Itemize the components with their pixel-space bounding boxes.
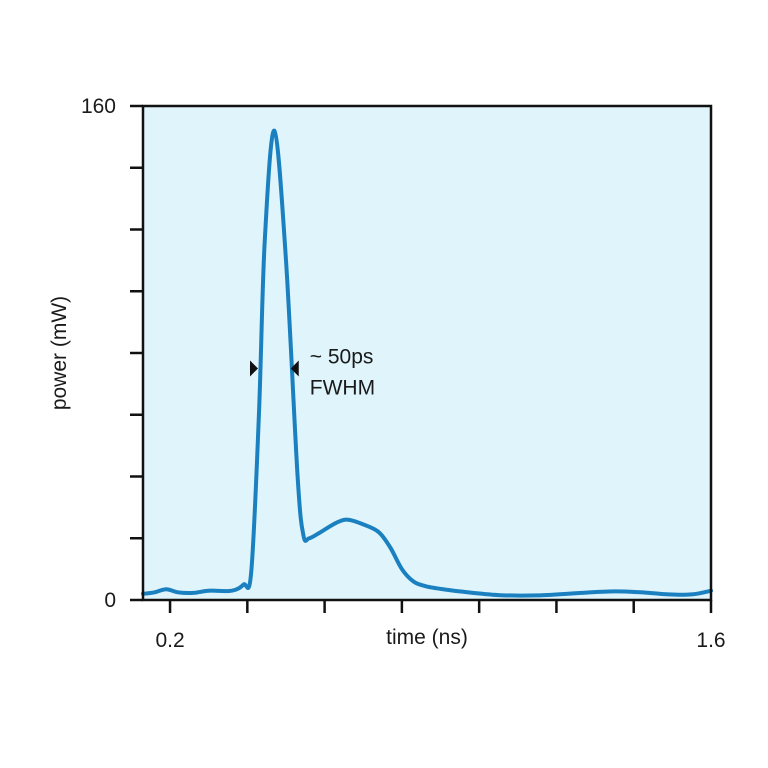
y-axis-ticks: 0 160: [81, 95, 143, 612]
plot-area-background: [143, 106, 711, 600]
y-axis-title: power (mW): [48, 296, 71, 410]
fwhm-annotation-label: FWHM: [310, 376, 375, 399]
x-axis-title: time (ns): [386, 626, 468, 649]
y-tick-label: 0: [104, 589, 116, 612]
x-tick-label: 1.6: [696, 629, 725, 652]
fwhm-annotation-value: ~ 50ps: [310, 345, 374, 368]
fwhm-right-arrow-icon: [290, 360, 299, 377]
fwhm-markers: [249, 360, 299, 377]
power-series-line: [141, 128, 713, 598]
x-axis-ticks: 0.2 1.6: [155, 600, 726, 652]
fwhm-left-arrow-icon: [249, 360, 258, 377]
plot-frame: [141, 104, 713, 602]
x-tick-label: 0.2: [155, 629, 184, 652]
y-tick-label: 160: [81, 95, 116, 118]
